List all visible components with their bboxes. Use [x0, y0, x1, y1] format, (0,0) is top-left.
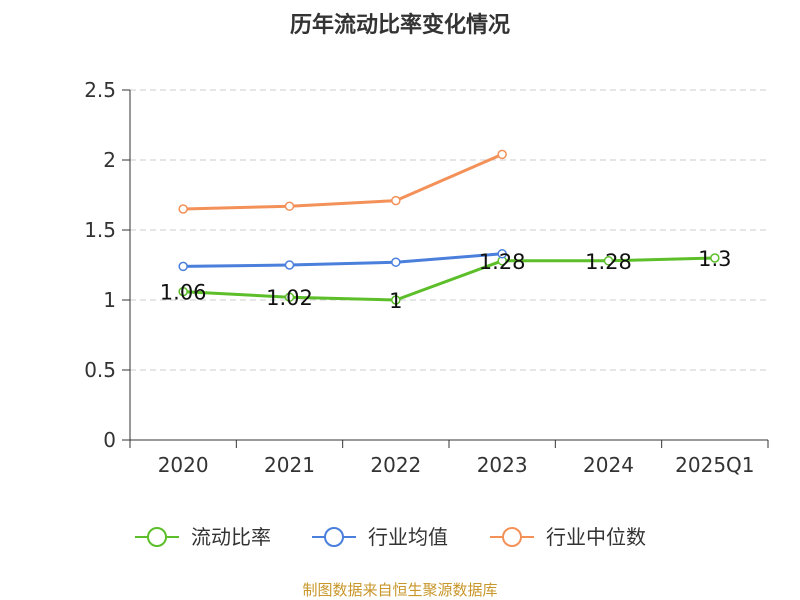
legend-label: 行业中位数: [546, 525, 646, 549]
data-label: 1.3: [698, 247, 731, 271]
chart-title: 历年流动比率变化情况: [290, 12, 510, 38]
data-label: 1.28: [479, 250, 526, 274]
data-point: [391, 195, 401, 206]
data-labels: 1.06 1.02 1 1.28 1.28 1.3: [160, 247, 732, 313]
data-label: 1.28: [585, 250, 632, 274]
data-point: [391, 257, 401, 267]
data-point: [284, 292, 295, 302]
legend-label: 流动比率: [191, 525, 271, 549]
x-tick-label: 2022: [370, 453, 421, 477]
x-tick-label: 2020: [158, 453, 209, 477]
x-tick-label: 2021: [264, 453, 315, 477]
data-label: 1.06: [160, 281, 207, 305]
data-point: [178, 204, 188, 214]
data-point: [710, 253, 720, 263]
series-group: [178, 149, 720, 305]
x-tick-label: 2025Q1: [675, 453, 754, 477]
x-tick-label: 2024: [583, 453, 634, 477]
data-label: 1.02: [266, 286, 313, 310]
data-point: [178, 286, 188, 297]
y-tick-label: 0.5: [84, 358, 116, 382]
legend-marker-2: [502, 527, 522, 547]
series-line-1: [183, 252, 503, 268]
data-point: [497, 149, 507, 160]
series-line-0: [183, 256, 715, 302]
data-point: [284, 201, 295, 211]
y-tick-label: 0: [103, 428, 116, 452]
data-point: [284, 260, 295, 270]
y-tick-label: 1: [103, 288, 116, 312]
legend-label: 行业均值: [368, 525, 448, 549]
data-point: [497, 249, 507, 259]
x-tick-label: 2023: [477, 453, 528, 477]
legend: 流动比率 行业均值 行业中位数: [135, 525, 646, 549]
y-tick-label: 2: [103, 148, 116, 172]
axes: 0 0.5 1 1.5 2 2.5 2020 2021 2022 2023 2024 2025Q1: [84, 78, 769, 477]
data-point: [391, 295, 401, 305]
data-point: [178, 261, 188, 272]
grid-lines: [130, 89, 768, 371]
legend-marker-1: [324, 527, 344, 547]
data-point: [603, 256, 614, 266]
legend-marker-0: [147, 527, 167, 547]
data-label: 1: [389, 289, 402, 313]
y-tick-label: 1.5: [84, 218, 116, 242]
source-note: 制图数据来自恒生聚源数据库: [302, 581, 497, 599]
y-tick-label: 2.5: [84, 78, 116, 102]
series-line-2: [183, 153, 503, 211]
